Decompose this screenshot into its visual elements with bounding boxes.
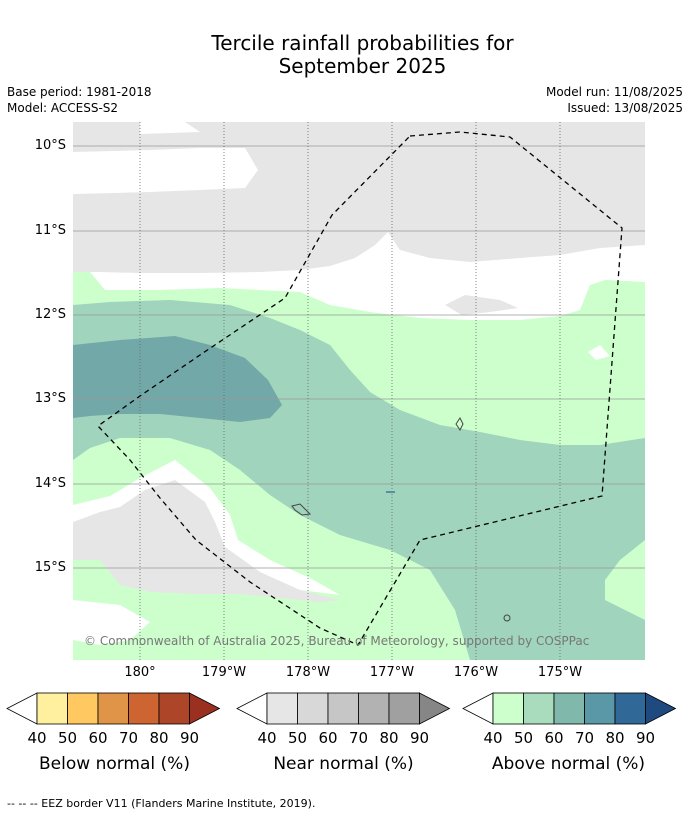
base-period-label: Base period: 1981-2018 bbox=[7, 85, 152, 99]
colorbar-below-segment bbox=[128, 692, 160, 725]
lon-label: 179°W bbox=[201, 665, 247, 680]
colorbar-title-above: Above normal (%) bbox=[491, 754, 646, 774]
copyright-text: © Commonwealth of Australia 2025, Bureau… bbox=[84, 634, 590, 648]
white-band-southwest-2 bbox=[73, 600, 150, 645]
colorbar-tick-label: 90 bbox=[635, 729, 656, 747]
eez-footnote: -- -- -- EEZ border V11 (Flanders Marine… bbox=[7, 797, 316, 810]
colorbar-tick-label: 80 bbox=[605, 729, 625, 747]
colorbar-tick-label: 80 bbox=[379, 729, 399, 747]
lat-label: 13°S bbox=[34, 391, 66, 406]
colorbar-above-segment bbox=[584, 692, 616, 725]
colorbar-ticks-above: 40 50 60 70 80 90 bbox=[0, 729, 690, 749]
near-normal-region-north bbox=[73, 122, 645, 273]
map-title-line1: Tercile rainfall probabilities for bbox=[211, 31, 514, 55]
white-gap-mid bbox=[140, 122, 200, 134]
colorbar-tick-label: 50 bbox=[57, 729, 78, 747]
colorbar-near-segment bbox=[327, 692, 359, 725]
model-run-label: Model run: 11/08/2025 bbox=[545, 85, 683, 99]
latitude-gridlines bbox=[73, 145, 645, 569]
colorbar-tick-label: 40 bbox=[483, 729, 503, 747]
island-outline bbox=[291, 503, 312, 516]
lat-label: 12°S bbox=[34, 307, 66, 322]
model-label: Model: ACCESS-S2 bbox=[7, 101, 119, 115]
island-outline bbox=[455, 417, 464, 431]
colorbar-tick-label: 50 bbox=[287, 729, 308, 747]
lat-label: 10°S bbox=[34, 138, 66, 153]
colorbar-strip bbox=[6, 692, 677, 725]
colorbar-near-extend-low bbox=[236, 692, 268, 725]
lon-label: 178°W bbox=[285, 665, 331, 680]
colorbar-near-segment bbox=[388, 692, 420, 725]
colorbar-tick-label: 70 bbox=[348, 729, 369, 747]
colorbar-tick-label: 80 bbox=[149, 729, 169, 747]
white-gap-north bbox=[73, 148, 258, 194]
colorbar-ticks-below: 40 50 60 70 80 90 bbox=[0, 729, 690, 749]
lon-label: 180° bbox=[124, 665, 156, 680]
colorbar-tick-label: 70 bbox=[574, 729, 595, 747]
colorbar-near-segment bbox=[297, 692, 329, 725]
colorbar-tick-label: 70 bbox=[118, 729, 139, 747]
colorbar-above-extend-high bbox=[645, 692, 677, 725]
colorbar-near-segment bbox=[358, 692, 390, 725]
colorbar-below-extend-low bbox=[6, 692, 38, 725]
colorbar-above-segment bbox=[553, 692, 585, 725]
colorbar-above-extend-low bbox=[462, 692, 494, 725]
island-outline bbox=[503, 614, 511, 622]
lon-label: 176°W bbox=[453, 665, 499, 680]
white-patch-center bbox=[445, 295, 518, 315]
lat-label: 15°S bbox=[34, 560, 66, 575]
colorbar-tick-label: 40 bbox=[257, 729, 277, 747]
colorbar-below-extend-high bbox=[189, 692, 221, 725]
lat-label: 14°S bbox=[34, 476, 66, 491]
colorbar-tick-label: 60 bbox=[544, 729, 564, 747]
colorbar-tick-label: 60 bbox=[318, 729, 338, 747]
colorbar-below-segment bbox=[97, 692, 129, 725]
above-normal-60-70-region bbox=[73, 336, 282, 422]
colorbar-tick-label: 40 bbox=[27, 729, 47, 747]
issued-label: Issued: 13/08/2025 bbox=[567, 101, 683, 115]
colorbar-title-below: Below normal (%) bbox=[39, 754, 190, 774]
colorbar-tick-label: 60 bbox=[88, 729, 108, 747]
white-band-southwest bbox=[73, 460, 340, 595]
colorbar-above-segment bbox=[614, 692, 646, 725]
colorbar-near-segment bbox=[266, 692, 298, 725]
colorbar-tick-label: 50 bbox=[513, 729, 534, 747]
colorbar-above-segment bbox=[523, 692, 555, 725]
colorbar-title-near: Near normal (%) bbox=[273, 754, 414, 774]
colorbar-tick-label: 90 bbox=[179, 729, 200, 747]
colorbar-near-extend-high bbox=[419, 692, 451, 725]
white-patch-right bbox=[588, 345, 610, 360]
map-title-line2: September 2025 bbox=[278, 54, 447, 78]
lon-label: 177°W bbox=[369, 665, 415, 680]
colorbar-below-segment bbox=[36, 692, 68, 725]
lat-label: 11°S bbox=[34, 223, 66, 238]
colorbar-tick-label: 90 bbox=[409, 729, 430, 747]
colorbar-below-segment bbox=[67, 692, 99, 725]
eez-border bbox=[97, 131, 623, 646]
colorbar-below-segment bbox=[158, 692, 190, 725]
colorbar-above-segment bbox=[492, 692, 524, 725]
colorbar-ticks-near: 40 50 60 70 80 90 bbox=[0, 729, 690, 749]
lon-label: 175°W bbox=[537, 665, 583, 680]
